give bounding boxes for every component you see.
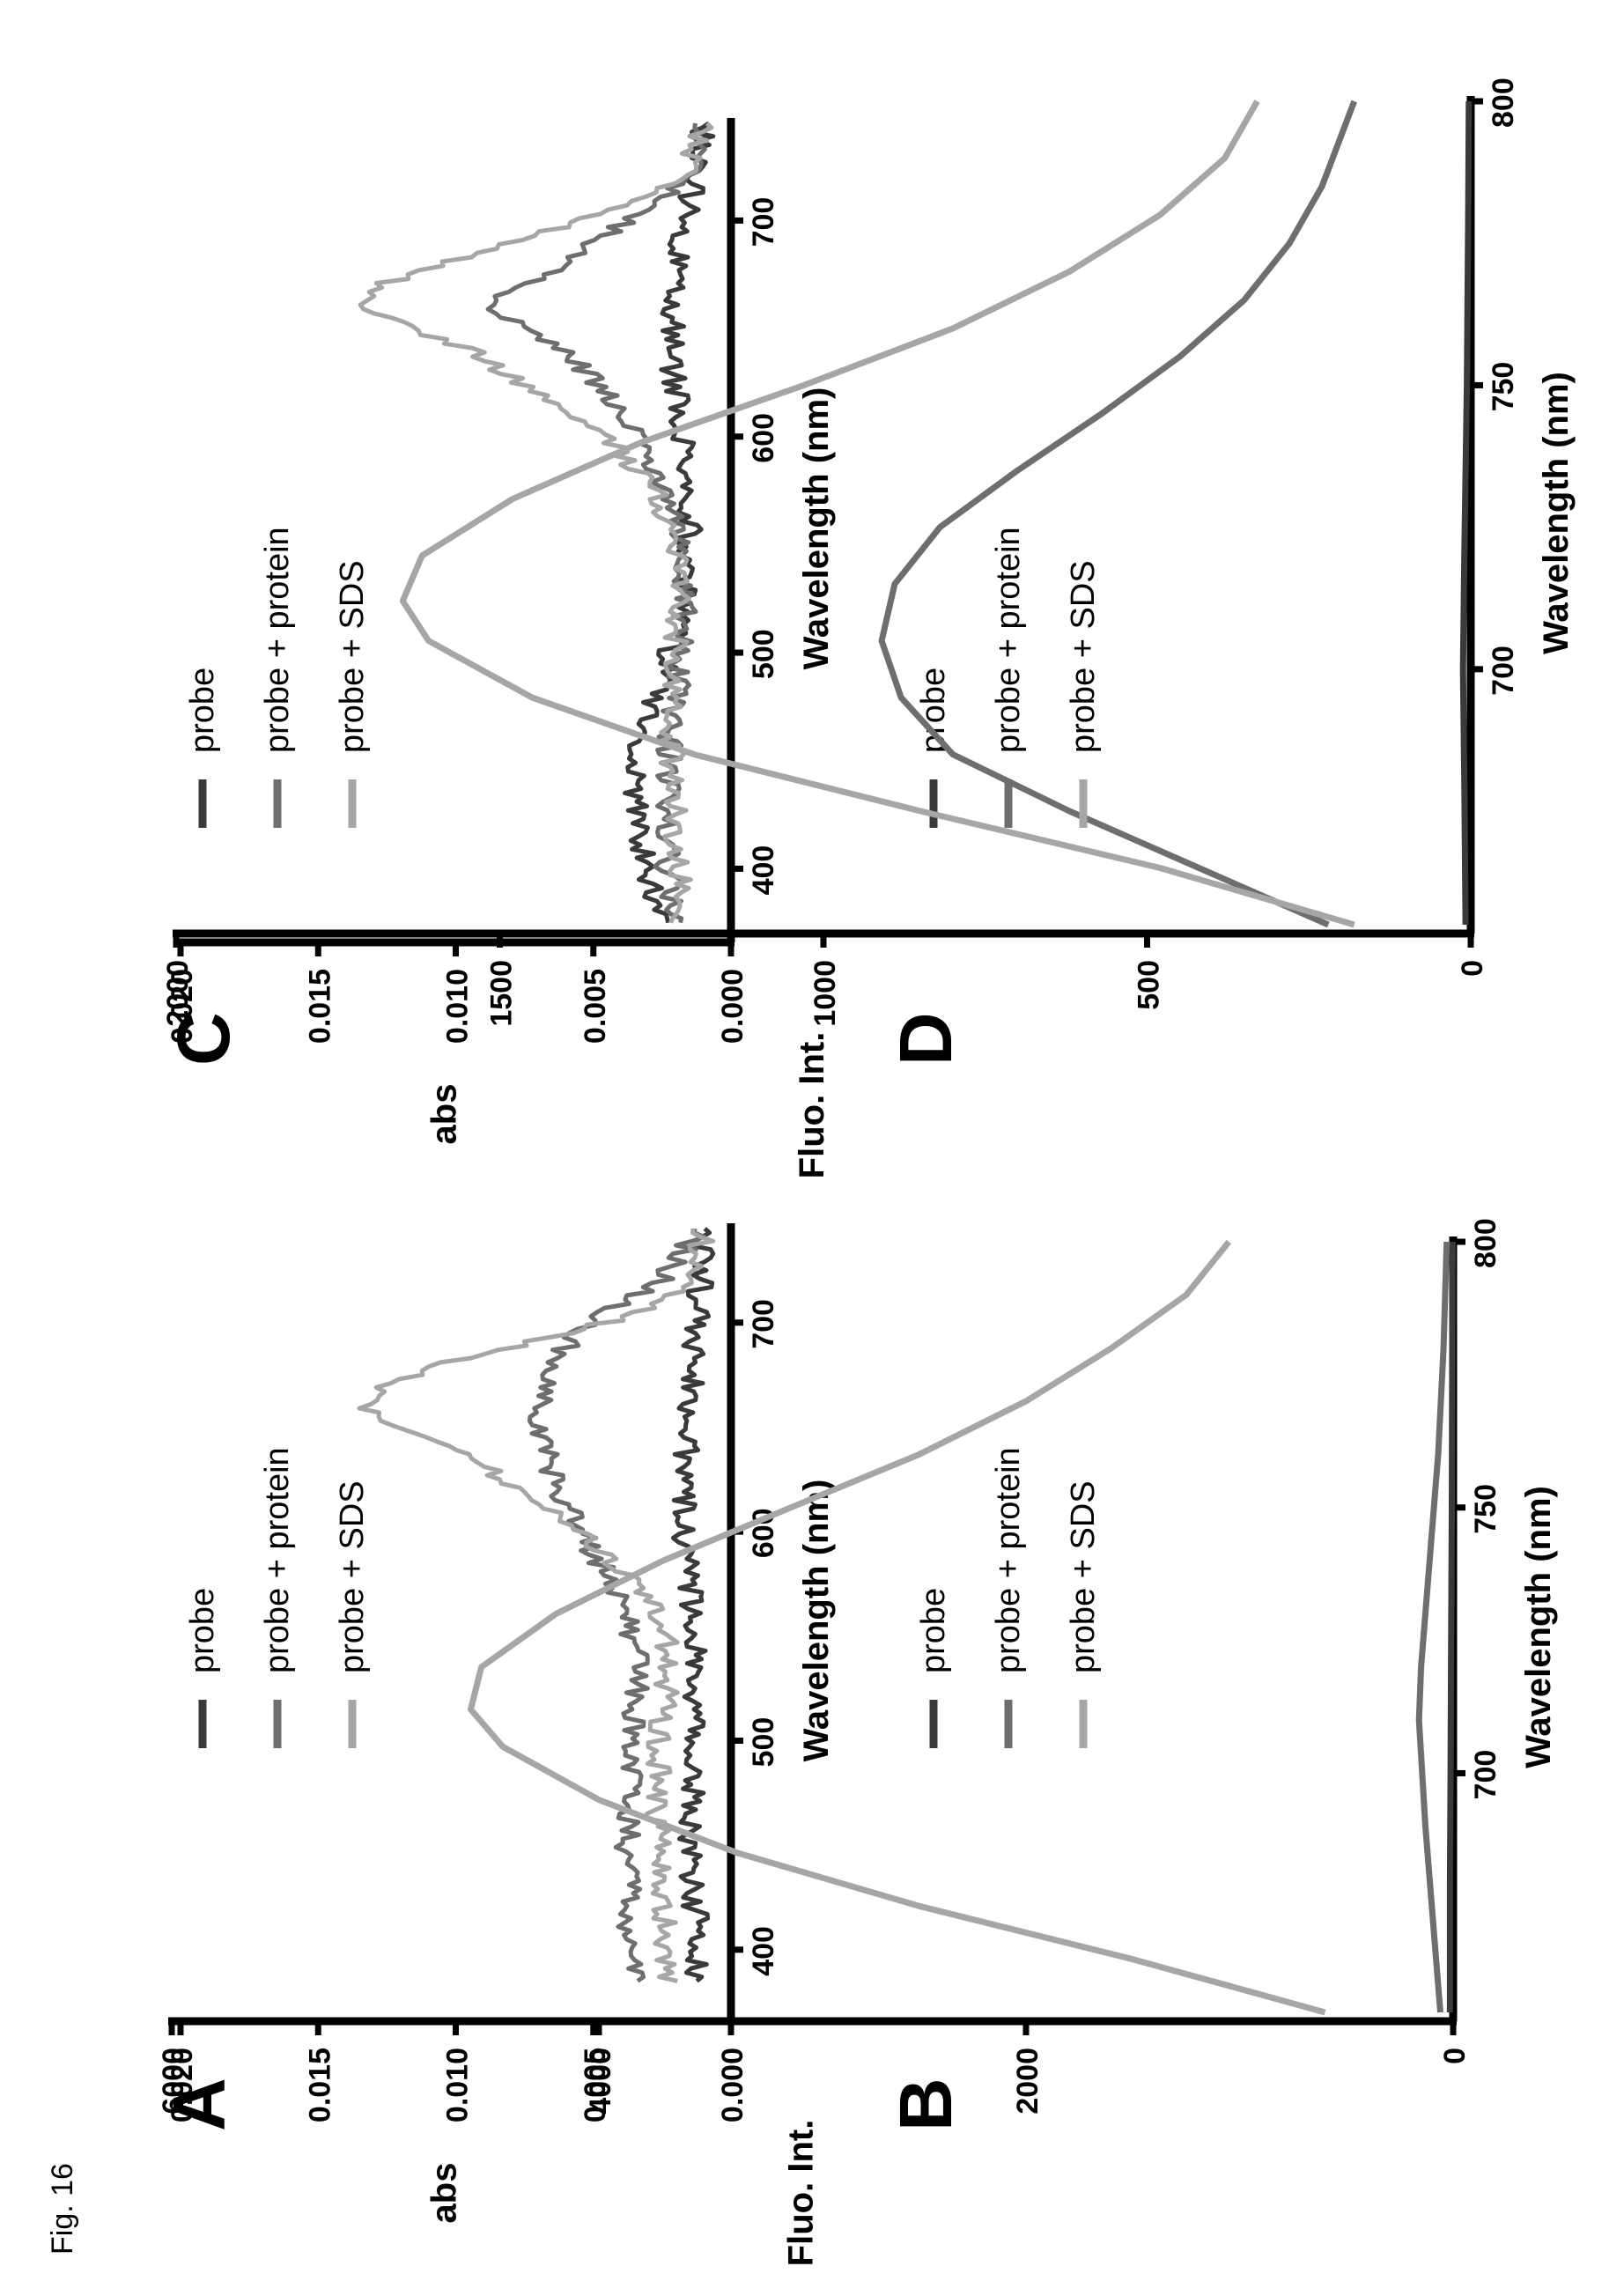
x-tick-label: 700 — [747, 197, 780, 247]
x-axis-title: Wavelength (nm) — [1537, 372, 1576, 654]
series-line-probe-protein — [878, 100, 1357, 928]
panel-letter: D — [884, 1012, 967, 1066]
x-tick-label: 800 — [1487, 78, 1520, 128]
y-tick-label: 0.000 — [716, 969, 749, 1044]
x-tick-label: 750 — [1469, 1484, 1502, 1534]
x-tick-label: 500 — [747, 629, 780, 679]
legend-label: probe + protein — [259, 1447, 296, 1673]
x-tick-label: 700 — [1469, 1750, 1502, 1800]
panel-c: C 400 500 600 700 0.000 0.005 0.010 0.015 0.020 Wa… — [162, 118, 836, 1144]
legend-label: probe + SDS — [334, 560, 371, 753]
x-tick-label: 700 — [747, 1299, 780, 1349]
y-axis-title: abs — [425, 2163, 464, 2224]
y-tick-label: 2000 — [161, 960, 195, 1027]
series-line-probe-sds — [357, 1228, 716, 1983]
x-axis-title: Wavelength (nm) — [797, 388, 836, 670]
y-tick-label: 0 — [1438, 2048, 1472, 2064]
series-line-probe — [670, 1227, 716, 1983]
panel-d: D 700 750 800 0 500 1000 1500 2000 Wavelength (nm… — [161, 78, 1576, 1178]
y-tick-label: 0.020 — [166, 969, 199, 1044]
x-tick-label: 750 — [1487, 362, 1520, 412]
series-line-probe — [1459, 100, 1473, 926]
series-line-probe-protein — [1415, 1241, 1451, 2013]
panel-letter: A — [158, 2078, 240, 2131]
legend-label: probe — [915, 668, 952, 753]
series-line-probe-sds — [399, 100, 1355, 928]
y-tick-label: 0.015 — [303, 969, 336, 1044]
x-tick-label: 500 — [747, 1717, 780, 1768]
y-tick-label: 0.015 — [303, 2048, 336, 2122]
x-tick-label: 600 — [747, 413, 780, 463]
legend-label: probe — [184, 1588, 221, 1673]
y-tick-label: 0 — [1456, 960, 1489, 977]
x-tick-label: 400 — [747, 845, 780, 896]
series-line-probe-protein — [527, 1228, 707, 1983]
y-tick-label: 4000 — [584, 2048, 617, 2115]
x-tick-label: 800 — [1469, 1218, 1502, 1268]
panels: A 400 500 600 700 0.000 0.005 0.010 0.015 0.020 Wa… — [157, 78, 1576, 2266]
series-line-probe-sds — [468, 1239, 1326, 2016]
panel-letter: B — [884, 2078, 967, 2131]
x-tick-label: 400 — [747, 1926, 780, 1976]
series-line-probe-sds — [358, 122, 714, 924]
y-axis-title: Fluo. Int. — [782, 2120, 821, 2267]
legend-label: probe — [184, 668, 221, 753]
panel-a: A4005006007000.0000.0050.0100.0150.020Wa… — [158, 1223, 836, 2223]
legend-label: probe — [915, 1588, 952, 1673]
y-tick-label: 0.020 — [166, 2048, 199, 2122]
y-tick-label: 6000 — [157, 2048, 190, 2115]
y-tick-label: 1000 — [808, 960, 842, 1027]
y-tick-label: 500 — [1133, 960, 1166, 1010]
y-tick-label: 1500 — [485, 960, 519, 1027]
y-tick-label: 2000 — [1011, 2048, 1045, 2115]
series-line-probe-protein — [485, 122, 707, 924]
legend-label: probe + protein — [990, 1447, 1027, 1673]
y-tick-label: 0.010 — [441, 969, 475, 1044]
legend-label: probe + protein — [990, 527, 1027, 753]
y-tick-label: 0.005 — [579, 969, 612, 1044]
panel-b: B 700 750 800 0 2000 4000 6000 Wavelength (nm) Fl… — [157, 1218, 1558, 2266]
legend-label: probe + SDS — [1065, 560, 1102, 753]
panel-letter: C — [162, 1012, 245, 1066]
legend-label: probe + protein — [259, 527, 296, 753]
y-tick-label: 0.000 — [716, 2048, 749, 2122]
series-line-probe — [1446, 1241, 1456, 2012]
x-axis-title: Wavelength (nm) — [797, 1480, 836, 1762]
y-tick-label: 0.005 — [579, 2048, 612, 2122]
series-line-probe — [623, 121, 716, 924]
y-axis-title: abs — [425, 1084, 464, 1145]
legend-label: probe + SDS — [334, 1480, 371, 1673]
x-tick-label: 700 — [1487, 646, 1520, 696]
figure-label: Fig. 16 — [46, 2163, 79, 2255]
legend-label: probe + SDS — [1065, 1480, 1102, 1673]
y-axis-title: Fluo. Int. — [793, 1032, 831, 1179]
y-tick-label: 0.010 — [441, 2048, 475, 2122]
x-axis-title: Wavelength (nm) — [1519, 1486, 1558, 1768]
